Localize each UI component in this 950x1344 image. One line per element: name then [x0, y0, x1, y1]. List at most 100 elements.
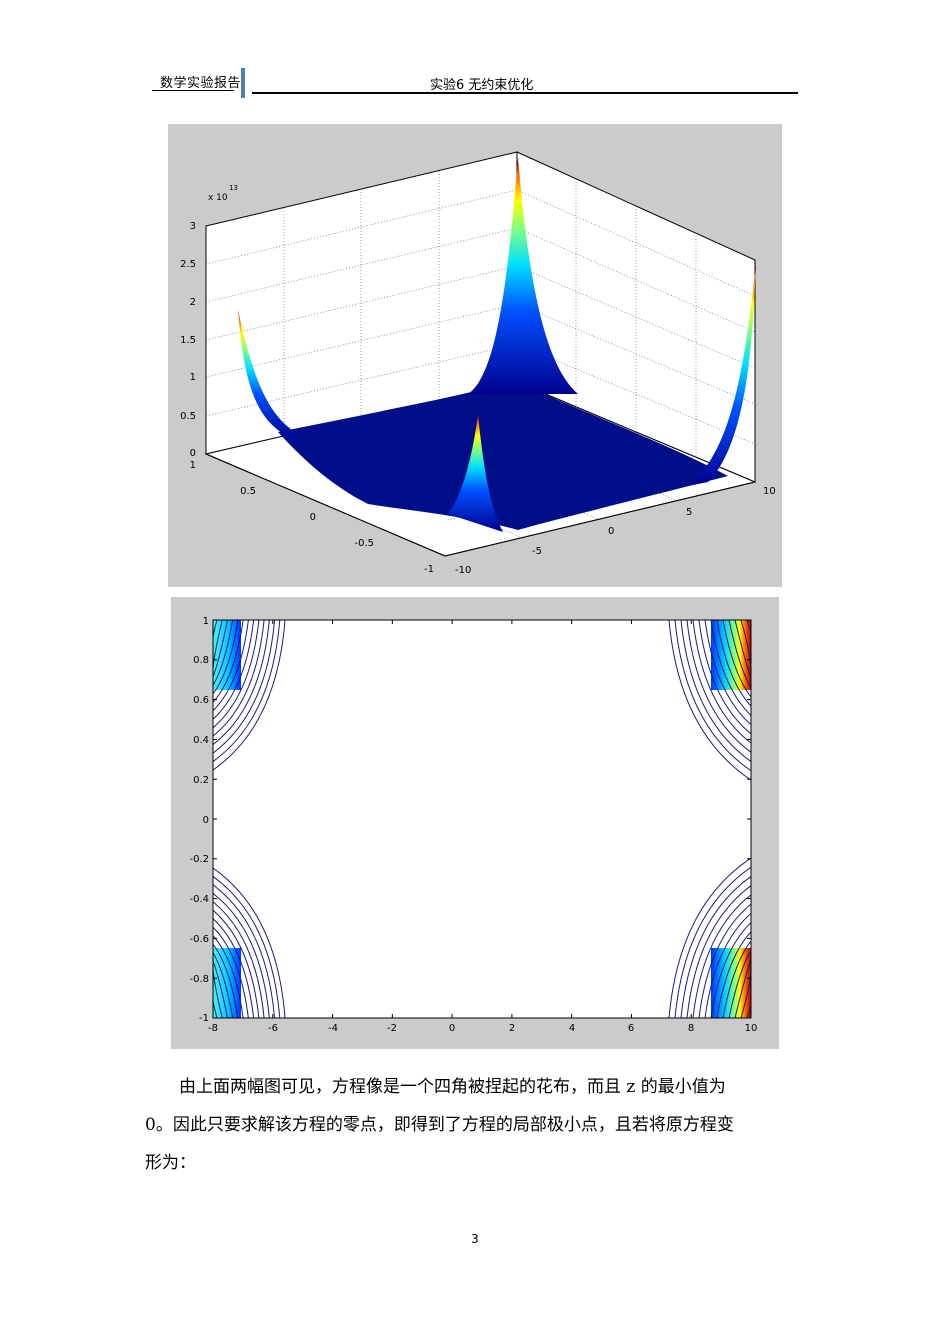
y-tick: 0 [310, 512, 316, 523]
x-tick-label: 6 [628, 1023, 634, 1034]
contour-line [213, 867, 286, 1018]
contour-line [213, 620, 286, 771]
z-tick: 0 [190, 448, 196, 459]
contour-line [213, 952, 234, 1018]
x-tick-label: 0 [449, 1023, 455, 1034]
contour-line [213, 960, 228, 1018]
contour-line [698, 620, 751, 735]
contour-line [213, 935, 244, 1018]
z-tick: 2.5 [180, 259, 196, 270]
surface-axes [205, 226, 756, 557]
surface-peak-left [238, 310, 308, 440]
paragraph-line-3: 形为： [145, 1153, 196, 1173]
z-exponent: 13 [229, 184, 238, 192]
contour-line [213, 901, 265, 1018]
z-tick-labels: 3 2.5 2 1.5 1 0.5 0 [180, 221, 196, 459]
x-tick: -5 [532, 546, 542, 557]
contour-line [746, 620, 751, 660]
contour-line [692, 620, 751, 744]
x-tick: 10 [763, 486, 776, 497]
contour-line [686, 885, 751, 1018]
header-accent-bar [241, 68, 245, 98]
x-tick: 0 [608, 526, 614, 537]
y-tick-label: 0 [203, 815, 209, 826]
x-tick: -10 [455, 565, 471, 576]
contour-line [213, 892, 270, 1018]
y-tick-label: 0.6 [193, 695, 209, 706]
y-tick: -0.5 [354, 538, 374, 549]
y-tick: -1 [424, 564, 434, 575]
contour-line [716, 620, 751, 707]
x-tick-label: 2 [509, 1023, 515, 1034]
y-tick-label: -1 [199, 1013, 209, 1024]
z-multiplier: x 10 [208, 193, 228, 203]
x-tick-label: -6 [268, 1023, 278, 1034]
y-tick: 1 [190, 460, 196, 471]
contour-line [213, 620, 255, 720]
contour-line [704, 913, 751, 1018]
z-tick: 1 [190, 372, 196, 383]
x-tick-label: 4 [569, 1023, 575, 1034]
x-tick-label: 8 [688, 1023, 694, 1034]
contour-line [710, 620, 751, 716]
contour-line [722, 620, 751, 698]
y-tick-labels: 1 0.5 0 -0.5 -1 [190, 460, 434, 575]
y-tick-label: -0.2 [189, 854, 209, 865]
x-tick-label: 10 [745, 1023, 758, 1034]
y-tick-label: -0.8 [189, 974, 209, 985]
header-left-title: 数学实验报告 [160, 76, 242, 91]
contour-line [213, 620, 218, 660]
contour-corners [213, 620, 751, 1018]
x-tick-labels: -10 -5 0 5 10 [455, 486, 776, 576]
contour-line [674, 620, 751, 772]
body-paragraph: 由上面两幅图可见，方程像是一个四角被捏起的花布，而且 z 的最小值为 0。因此只… [145, 1068, 815, 1182]
contour-line [213, 620, 239, 695]
contour-line [698, 903, 751, 1018]
contour-line [213, 620, 234, 686]
contour-line [668, 857, 751, 1018]
z-tick: 1.5 [180, 335, 196, 346]
z-tick: 3 [190, 221, 196, 232]
y-tick: 0.5 [240, 486, 256, 497]
paragraph-line-1: 由上面两幅图可见，方程像是一个四角被捏起的花布，而且 z 的最小值为 [179, 1077, 726, 1097]
surface-peak-back [468, 158, 578, 394]
y-tick-label: 0.2 [193, 775, 209, 786]
contour-line [710, 922, 751, 1018]
contour-line [213, 620, 270, 746]
surface-peak-right [688, 264, 756, 486]
contour-line [716, 931, 751, 1018]
contour-ticks [212, 619, 752, 1019]
contour-line [692, 894, 751, 1018]
z-tick: 2 [190, 297, 196, 308]
contour-line [213, 620, 260, 729]
contour-line [674, 866, 751, 1018]
contour-line [213, 620, 276, 754]
contour-line [213, 876, 281, 1018]
paragraph-line-2: 0。因此只要求解该方程的零点，即得到了方程的局部极小点，且若将原方程变 [145, 1115, 734, 1135]
contour-line [734, 959, 751, 1018]
contour-line [213, 918, 255, 1018]
contour-line [734, 620, 751, 679]
y-tick-label: -0.6 [189, 934, 209, 945]
header-rule [252, 92, 798, 94]
header-right-title: 实验6 无约束优化 [430, 78, 534, 93]
x-tick-label: -4 [328, 1023, 338, 1034]
y-tick-label: 1 [203, 616, 209, 627]
y-tick-label: 0.8 [193, 655, 209, 666]
page-header: 数学实验报告 实验6 无约束优化 [0, 0, 950, 110]
contour-line [686, 620, 751, 753]
contour-line [213, 943, 239, 1018]
x-tick-label: -8 [208, 1023, 218, 1034]
contour-line [728, 620, 751, 688]
contour-y-labels: 1 0.8 0.6 0.4 0.2 0 -0.2 -0.4 -0.6 -0.8 … [189, 616, 209, 1024]
contour-line [213, 884, 276, 1018]
contour-lines [213, 620, 751, 1018]
contour-line [213, 978, 218, 1018]
contour-line [704, 620, 751, 725]
x-tick-label: -2 [387, 1023, 397, 1034]
page-number: 3 [471, 1232, 479, 1246]
contour-line [722, 940, 751, 1018]
y-tick-label: 0.4 [193, 735, 209, 746]
contour-line [213, 620, 244, 703]
contour-line [746, 978, 751, 1018]
